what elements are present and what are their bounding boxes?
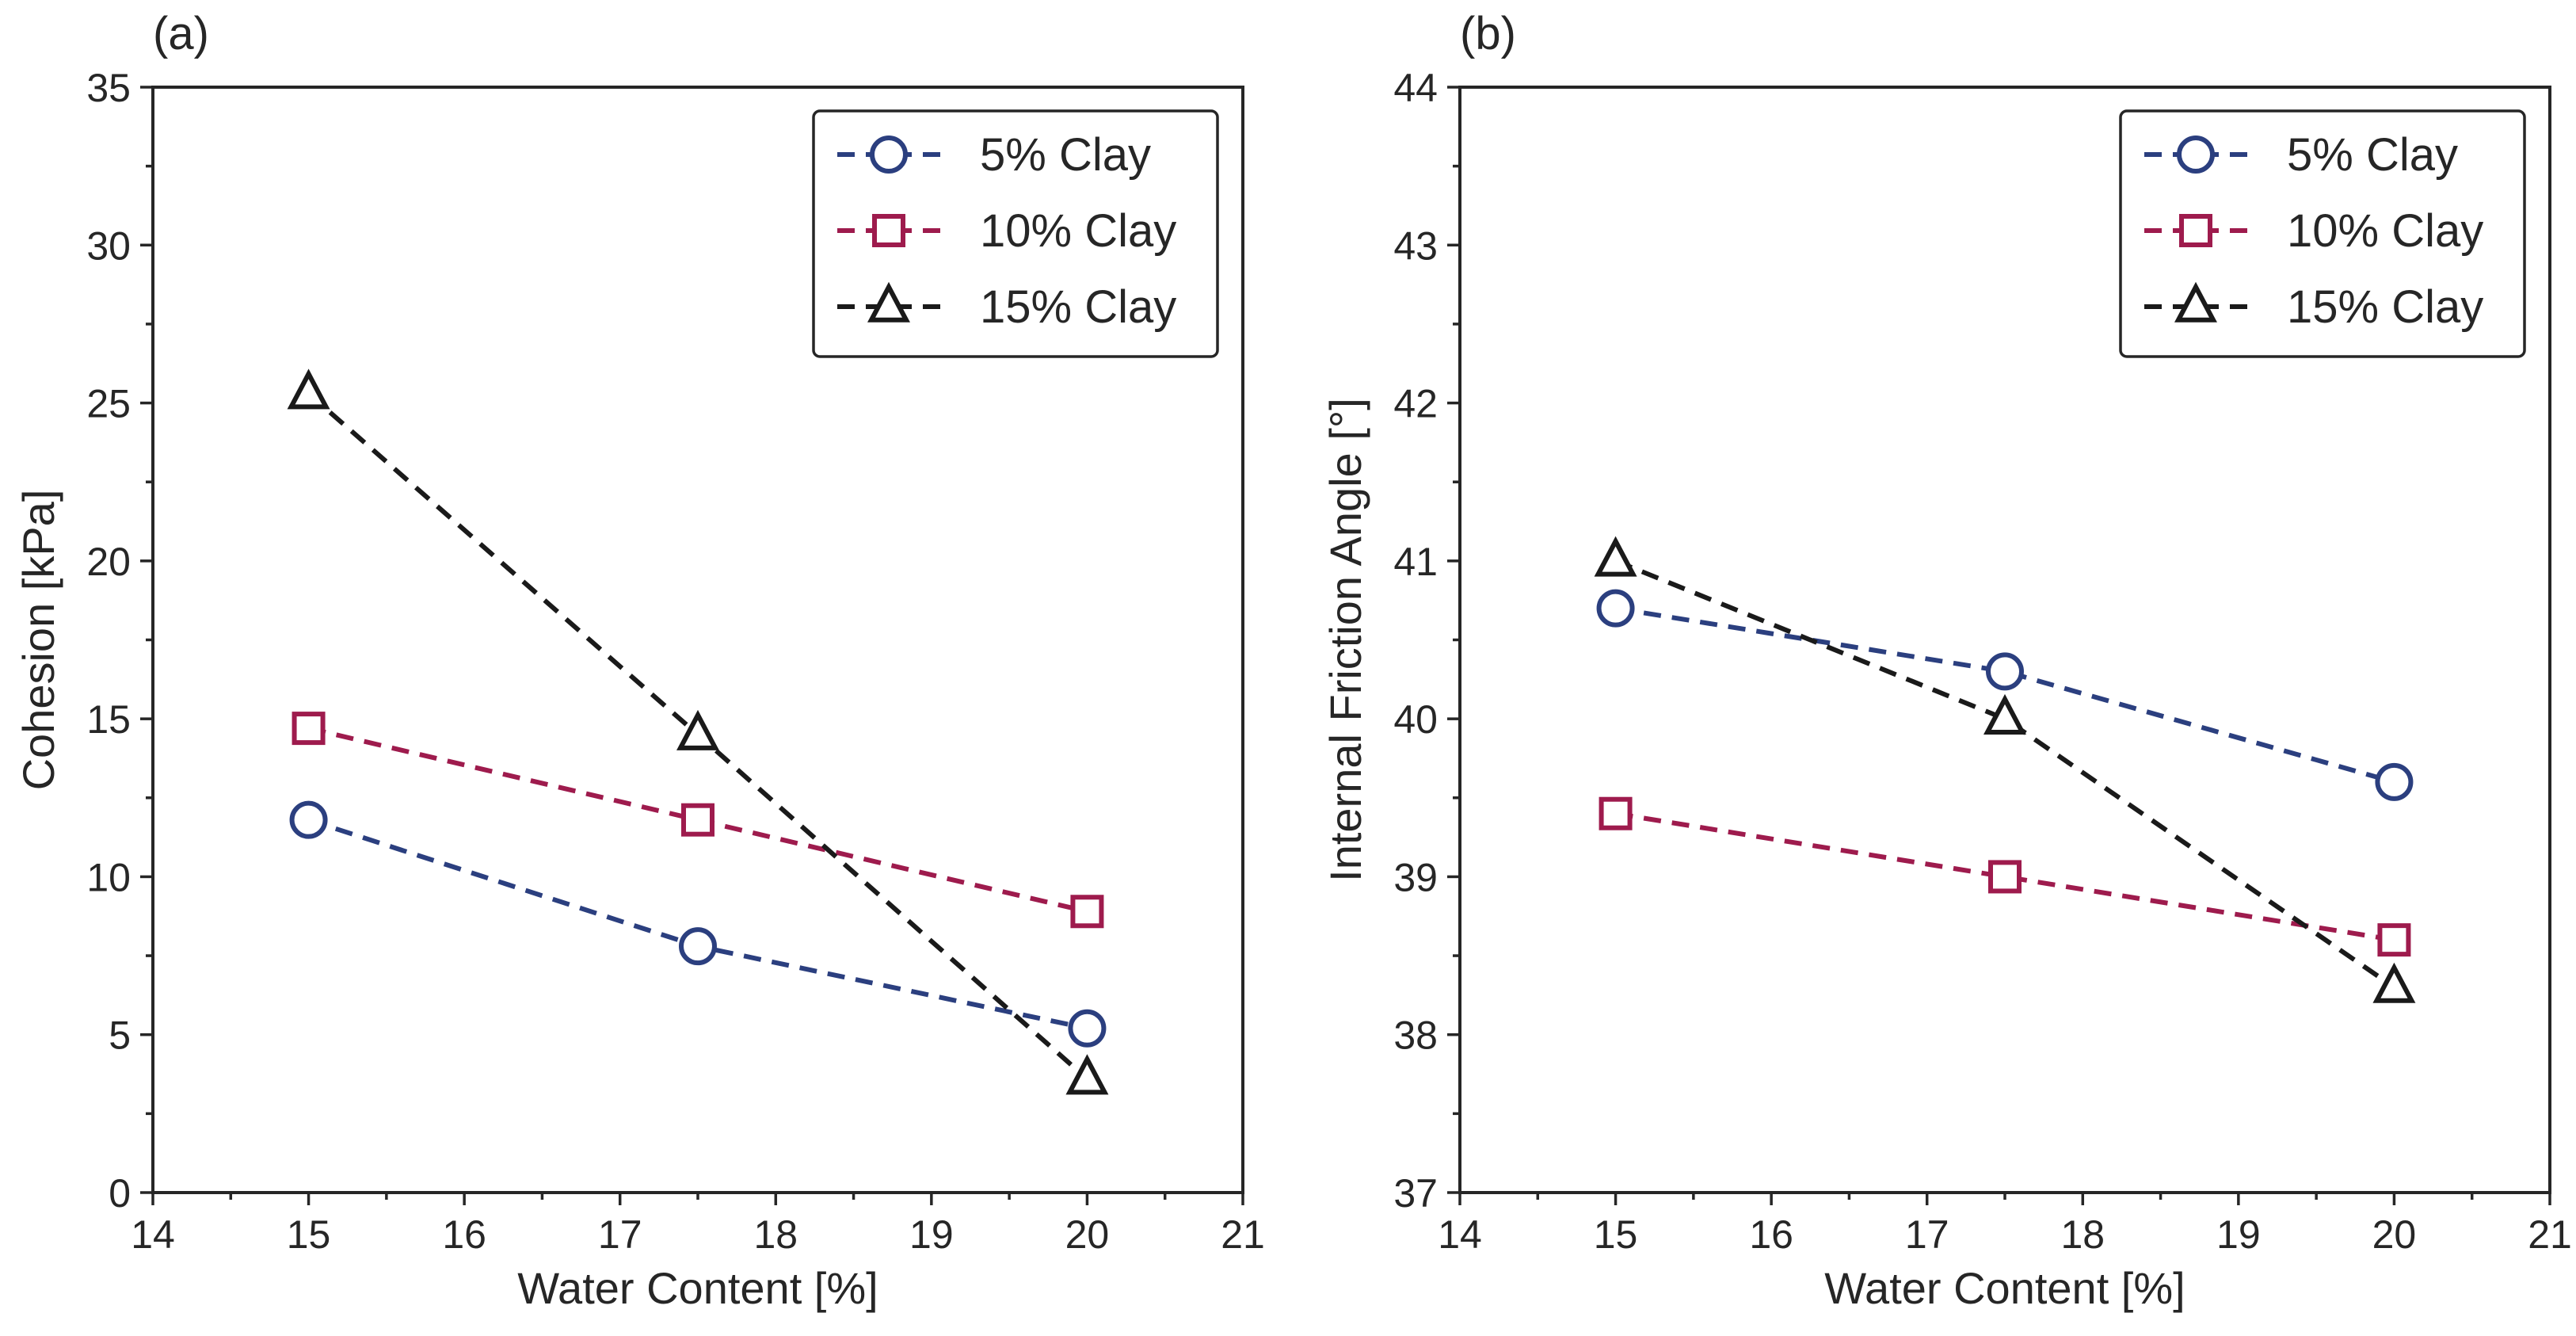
- x-tick-label: 21: [1221, 1212, 1265, 1257]
- x-tick-label: 19: [909, 1212, 954, 1257]
- series-line-square: [1615, 811, 2395, 943]
- x-tick-label: 15: [1594, 1212, 1638, 1257]
- data-point-triangle: [1594, 536, 1637, 577]
- y-tick-label: 38: [1393, 1013, 1438, 1058]
- data-point-circle: [679, 927, 717, 966]
- y-tick-label: 42: [1393, 382, 1438, 426]
- y-tick-label: 30: [86, 223, 131, 268]
- x-tick-label: 19: [2216, 1212, 2261, 1257]
- panel-label: (b): [1460, 8, 1516, 59]
- series-line-circle: [307, 817, 1088, 1031]
- x-tick-label: 14: [131, 1212, 175, 1257]
- data-point-square: [292, 712, 326, 746]
- y-tick-label: 43: [1393, 223, 1438, 268]
- y-tick-label: 40: [1393, 697, 1438, 742]
- y-tick-label: 44: [1393, 66, 1438, 110]
- x-tick-label: 17: [598, 1212, 642, 1257]
- data-point-circle: [289, 800, 328, 839]
- legend: 5% Clay 10% Clay 15% Clay: [2119, 109, 2526, 358]
- data-point-triangle: [676, 709, 719, 750]
- x-tick-label: 16: [442, 1212, 486, 1257]
- x-tick-label: 17: [1905, 1212, 1949, 1257]
- data-point-square: [1599, 796, 1633, 830]
- legend-marker-circle: [870, 136, 908, 174]
- x-axis-title: Water Content [%]: [517, 1263, 878, 1313]
- data-point-circle: [1596, 589, 1635, 628]
- x-tick-label: 20: [2372, 1212, 2417, 1257]
- legend-entry-label: 5% Clay: [980, 129, 1151, 181]
- legend-marker-triangle: [2174, 281, 2217, 323]
- x-tick-label: 18: [2060, 1212, 2105, 1257]
- panel-label: (a): [153, 8, 209, 59]
- legend-marker-square: [872, 214, 905, 247]
- y-tick-label: 20: [86, 540, 131, 584]
- panel-friction-angle-chart: 14 15 16 17 18 19 20 21 37 38 39 40 41 42 43 44 Water Co…: [1320, 8, 2572, 1313]
- data-point-circle: [2375, 762, 2414, 801]
- data-point-square: [681, 803, 714, 837]
- data-point-square: [1070, 895, 1104, 929]
- x-tick-label: 16: [1749, 1212, 1793, 1257]
- x-tick-label: 15: [287, 1212, 331, 1257]
- data-point-triangle: [1983, 693, 2026, 735]
- legend: 5% Clay 10% Clay 15% Clay: [812, 109, 1219, 358]
- y-tick-label: 39: [1393, 855, 1438, 899]
- data-point-circle: [1068, 1009, 1107, 1048]
- panel-cohesion-chart: 14 15 16 17 18 19 20 21 0 5 10 15 20 25 30 35 Water Cont…: [13, 8, 1265, 1313]
- legend-marker-square: [2179, 214, 2212, 247]
- x-axis-title: Water Content [%]: [1824, 1263, 2185, 1313]
- y-tick-label: 5: [109, 1013, 131, 1058]
- data-point-square: [2377, 923, 2411, 957]
- y-tick-label: 10: [86, 855, 131, 899]
- y-axis-title: Cohesion [kPa]: [13, 490, 63, 791]
- data-point-triangle: [2372, 962, 2416, 1003]
- legend-frame: [812, 109, 1219, 358]
- legend-entry-label: 5% Clay: [2287, 129, 2458, 181]
- x-tick-label: 20: [1065, 1212, 1110, 1257]
- data-point-square: [1988, 860, 2022, 894]
- data-point-triangle: [287, 368, 330, 410]
- y-tick-label: 25: [86, 382, 131, 426]
- data-point-triangle: [1065, 1054, 1109, 1095]
- legend-entry-label: 10% Clay: [2287, 205, 2483, 257]
- legend-marker-circle: [2177, 136, 2215, 174]
- y-tick-label: 35: [86, 66, 131, 110]
- y-tick-label: 41: [1393, 540, 1438, 584]
- y-tick-label: 37: [1393, 1171, 1438, 1216]
- data-point-circle: [1986, 652, 2024, 691]
- legend-frame: [2119, 109, 2526, 358]
- x-tick-label: 18: [753, 1212, 798, 1257]
- y-tick-label: 15: [86, 697, 131, 742]
- series-line-circle: [1615, 605, 2395, 784]
- x-tick-label: 21: [2528, 1212, 2572, 1257]
- legend-entry-label: 15% Clay: [2287, 281, 2483, 333]
- y-tick-label: 0: [109, 1171, 131, 1216]
- y-axis-title: Internal Friction Angle [°]: [1320, 398, 1370, 882]
- legend-marker-triangle: [867, 281, 910, 323]
- legend-entry-label: 15% Clay: [980, 281, 1176, 333]
- x-tick-label: 14: [1438, 1212, 1482, 1257]
- legend-entry-label: 10% Clay: [980, 205, 1176, 257]
